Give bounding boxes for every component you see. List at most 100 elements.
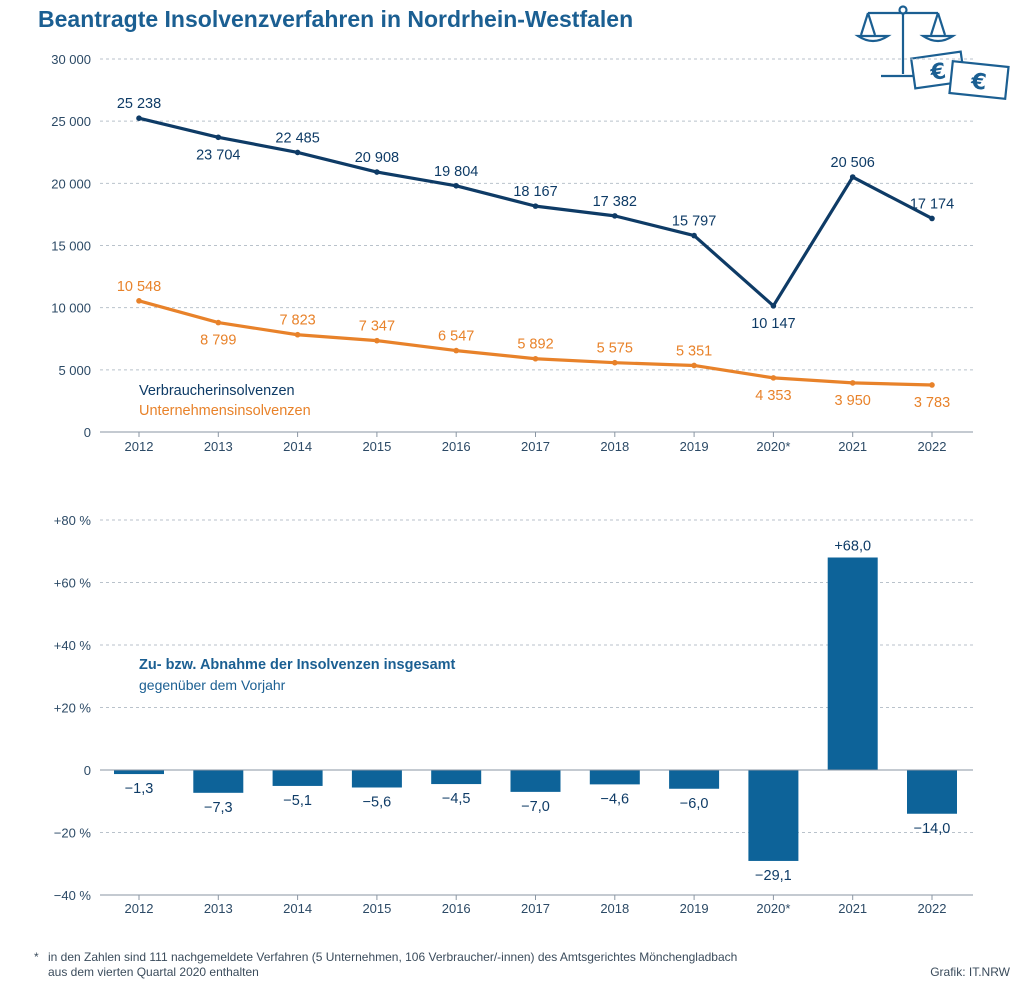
x-tick-label: 2022 (918, 901, 947, 916)
bar (272, 770, 323, 786)
data-point (770, 375, 777, 381)
data-point (532, 355, 539, 362)
data-label: 8 799 (200, 333, 236, 349)
x-tick-label: 2015 (362, 901, 391, 916)
bar (114, 770, 164, 775)
bar (510, 770, 561, 792)
x-tick-label: 2018 (600, 439, 629, 454)
x-tick-label: 2019 (680, 901, 709, 916)
data-point (929, 382, 935, 388)
y-tick-label: +80 % (54, 513, 92, 528)
data-point (136, 298, 142, 304)
bar (827, 557, 878, 770)
y-tick-label: 20 000 (51, 176, 91, 191)
data-label: −1,3 (125, 781, 154, 797)
x-tick-label: 2018 (600, 901, 629, 916)
y-tick-label: +60 % (54, 576, 92, 591)
data-label: 22 485 (275, 130, 319, 146)
data-label: −14,0 (914, 821, 951, 837)
footnote-line-2: aus dem vierten Quartal 2020 enthalten (48, 965, 259, 979)
data-point (612, 359, 618, 366)
data-label: 20 908 (355, 150, 399, 166)
data-point (374, 169, 380, 175)
data-point (215, 134, 222, 141)
data-label: 6 547 (438, 329, 474, 345)
x-tick-label: 2019 (680, 439, 709, 454)
footnote: * in den Zahlen sind 111 nachgemeldete V… (34, 950, 834, 980)
bar (589, 770, 640, 785)
credit: Grafik: IT.NRW (930, 965, 1010, 979)
y-tick-label: 15 000 (51, 239, 91, 254)
data-label: −4,6 (600, 791, 629, 807)
data-label: 5 892 (517, 337, 553, 353)
x-tick-label: 2014 (283, 439, 312, 454)
data-point (532, 203, 539, 209)
data-label: −7,3 (204, 800, 233, 816)
y-tick-label: 30 000 (51, 52, 91, 67)
data-label: 10 147 (751, 316, 795, 332)
x-tick-label: 2017 (521, 439, 550, 454)
x-tick-label: 2015 (362, 439, 391, 454)
x-tick-label: 2016 (442, 439, 471, 454)
bar-chart-title: Zu- bzw. Abnahme der Insolvenzen insgesa… (139, 657, 456, 673)
data-label: 18 167 (513, 184, 557, 200)
data-label: 17 174 (910, 196, 954, 212)
x-tick-label: 2020* (756, 439, 790, 454)
data-label: 17 382 (593, 194, 637, 210)
y-tick-label: +20 % (54, 701, 92, 716)
data-point (770, 303, 777, 309)
data-label: 4 353 (755, 388, 791, 404)
x-tick-label: 2020* (756, 901, 790, 916)
data-point (136, 115, 142, 122)
y-tick-label: 0 (84, 763, 91, 778)
y-tick-label: +40 % (54, 638, 92, 653)
x-tick-label: 2017 (521, 901, 550, 916)
x-tick-label: 2012 (125, 439, 154, 454)
data-label: 3 950 (835, 393, 871, 409)
data-label: −7,0 (521, 799, 550, 815)
data-label: 5 351 (676, 343, 712, 359)
x-tick-label: 2014 (283, 901, 312, 916)
y-tick-label: 0 (84, 425, 91, 440)
x-tick-label: 2016 (442, 901, 471, 916)
euro-banknote-icon: € € (909, 50, 1010, 101)
data-point (849, 380, 856, 386)
data-label: 7 823 (279, 313, 315, 329)
bar (193, 770, 244, 793)
x-tick-label: 2013 (204, 439, 233, 454)
data-point (294, 149, 301, 156)
legend-label: Unternehmensinsolvenzen (139, 403, 311, 419)
data-point (374, 337, 380, 344)
svg-text:€: € (969, 69, 988, 96)
data-label: 7 347 (359, 319, 395, 335)
data-point (691, 232, 697, 239)
bar (431, 770, 482, 785)
data-label: −6,0 (680, 796, 709, 812)
svg-text:€: € (928, 59, 948, 86)
x-tick-label: 2021 (838, 439, 867, 454)
legend-label: Verbraucherinsolvenzen (139, 383, 295, 399)
data-point (453, 347, 460, 354)
data-label: 3 783 (914, 395, 950, 411)
data-label: +68,0 (834, 539, 871, 555)
y-tick-label: 25 000 (51, 114, 91, 129)
bar (907, 770, 957, 814)
data-point (849, 174, 856, 180)
data-label: 10 548 (117, 279, 161, 295)
data-label: −4,5 (442, 791, 471, 807)
x-tick-label: 2021 (838, 901, 867, 916)
data-label: 20 506 (831, 155, 875, 171)
insolvency-line-chart: 0 5 000 10 000 15 000 20 000 25 000 30 000 2012… (51, 52, 973, 454)
y-tick-label: 10 000 (51, 301, 91, 316)
bar (351, 770, 402, 788)
footnote-line-1: in den Zahlen sind 111 nachgemeldete Ver… (48, 950, 738, 964)
data-point (453, 182, 460, 189)
data-point (929, 215, 935, 222)
bar-chart-subtitle: gegenüber dem Vorjahr (139, 677, 286, 693)
footnote-mark: * (34, 950, 39, 964)
y-tick-label: 5 000 (58, 363, 91, 378)
scales-icon (854, 5, 957, 78)
data-point (215, 319, 222, 326)
